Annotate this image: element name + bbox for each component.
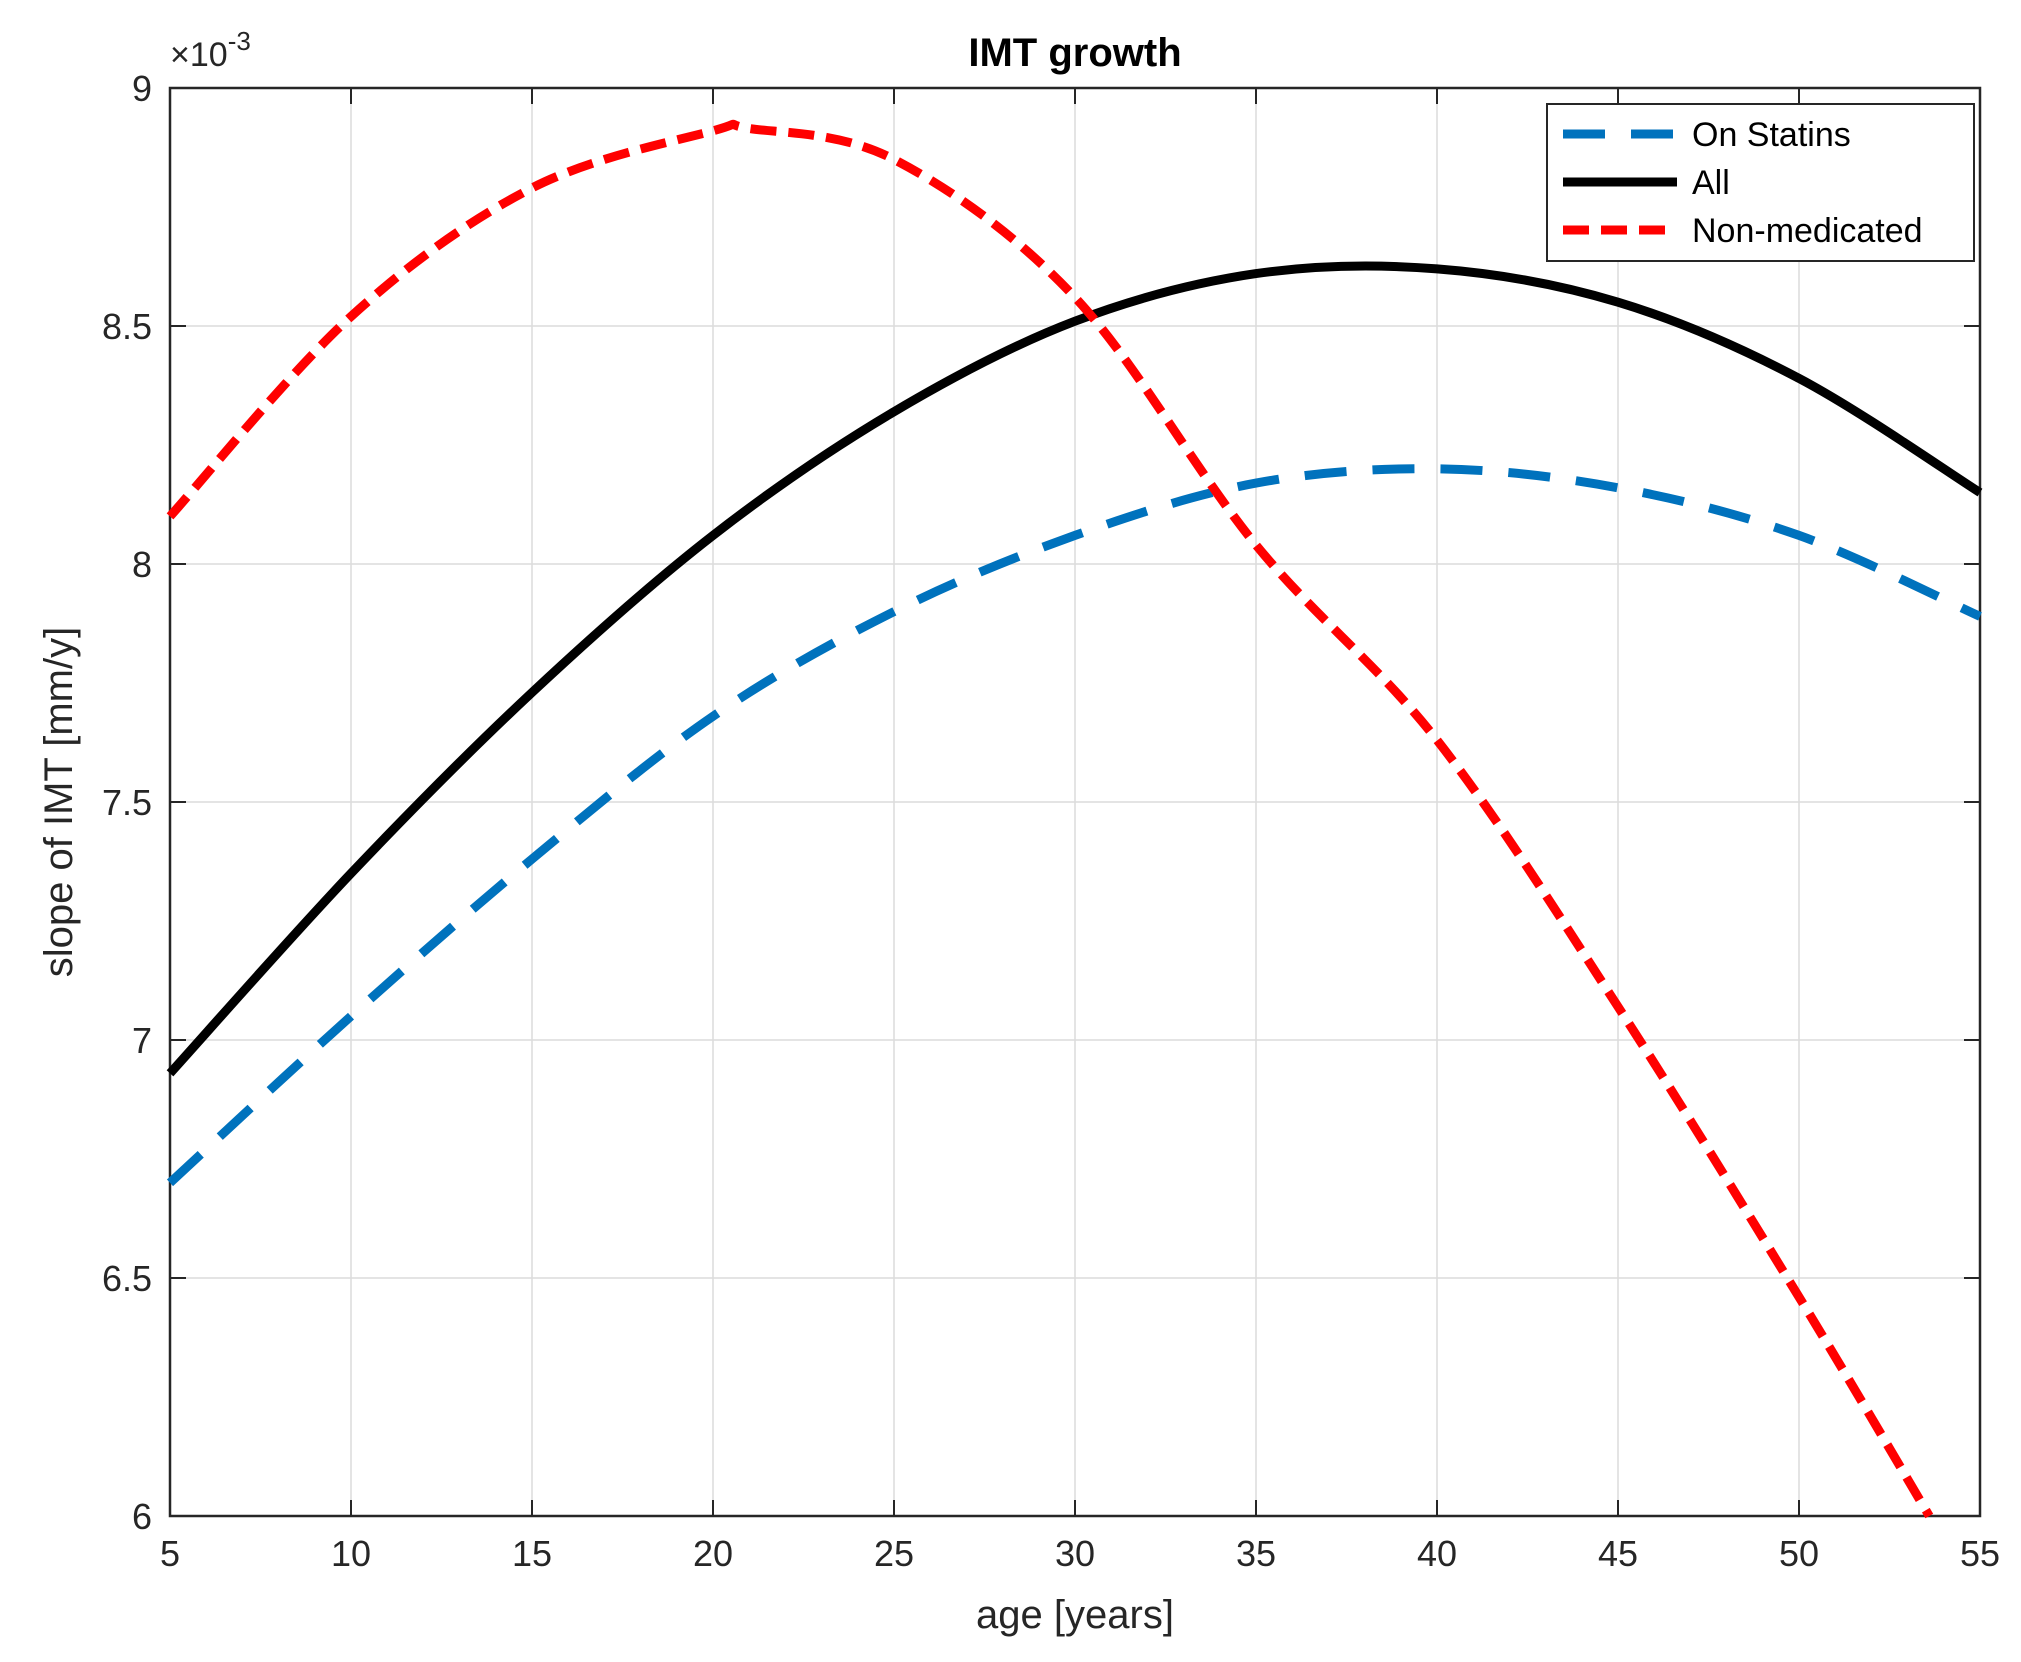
x-tick-label: 25 xyxy=(874,1533,914,1574)
y-tick-label: 9 xyxy=(132,68,152,109)
y-tick-label: 8 xyxy=(132,544,152,585)
y-tick-label: 8.5 xyxy=(102,306,152,347)
x-tick-label: 55 xyxy=(1960,1533,2000,1574)
x-tick-label: 5 xyxy=(160,1533,180,1574)
legend-label-non-medicated: Non-medicated xyxy=(1692,212,1923,250)
y-axis-multiplier: ×10-3 xyxy=(170,26,251,74)
x-tick-label: 15 xyxy=(512,1533,552,1574)
y-tick-label: 7.5 xyxy=(102,782,152,823)
axis-ticks: 5 10 15 20 25 30 35 40 45 50 55 6 6.5 7 7.5 8 8.5 9 xyxy=(102,68,2000,1574)
legend: On Statins All Non-medicated xyxy=(1546,103,1975,262)
y-tick-label: 7 xyxy=(132,1020,152,1061)
series-lines xyxy=(166,119,1983,1519)
x-tick-label: 40 xyxy=(1417,1533,1457,1574)
series-line-all xyxy=(166,261,1983,1077)
y-axis-multiplier-exponent: -3 xyxy=(228,26,251,56)
x-tick-label: 45 xyxy=(1598,1533,1638,1574)
y-tick-label: 6.5 xyxy=(102,1258,152,1299)
x-tick-label: 50 xyxy=(1779,1533,1819,1574)
x-tick-label: 20 xyxy=(693,1533,733,1574)
legend-label-all: All xyxy=(1692,164,1730,202)
x-tick-label: 30 xyxy=(1055,1533,1095,1574)
y-axis-multiplier-base: ×10 xyxy=(170,36,228,74)
x-tick-label: 35 xyxy=(1236,1533,1276,1574)
x-tick-label: 10 xyxy=(331,1533,371,1574)
x-axis-label: age [years] xyxy=(976,1593,1174,1637)
y-tick-label: 6 xyxy=(132,1496,152,1537)
series-line-on-statins xyxy=(166,464,1982,1187)
y-axis-label: slope of IMT [mm/y] xyxy=(37,627,81,977)
series-line-non-medicated xyxy=(166,119,1934,1519)
legend-label-on-statins: On Statins xyxy=(1692,116,1851,154)
chart-title: IMT growth xyxy=(968,31,1181,75)
